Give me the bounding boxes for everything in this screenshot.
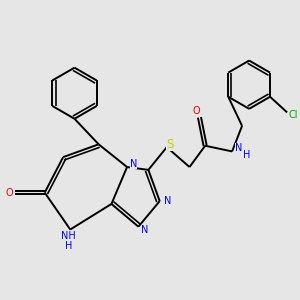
- Text: N: N: [164, 196, 171, 206]
- Text: O: O: [193, 106, 200, 116]
- Text: N: N: [141, 225, 148, 235]
- Text: NH: NH: [61, 231, 76, 241]
- Text: H: H: [243, 150, 250, 160]
- Text: N: N: [130, 159, 137, 169]
- Text: S: S: [166, 138, 173, 151]
- Text: Cl: Cl: [289, 110, 298, 120]
- Text: O: O: [6, 188, 14, 198]
- Text: N: N: [235, 143, 242, 153]
- Text: H: H: [65, 241, 73, 251]
